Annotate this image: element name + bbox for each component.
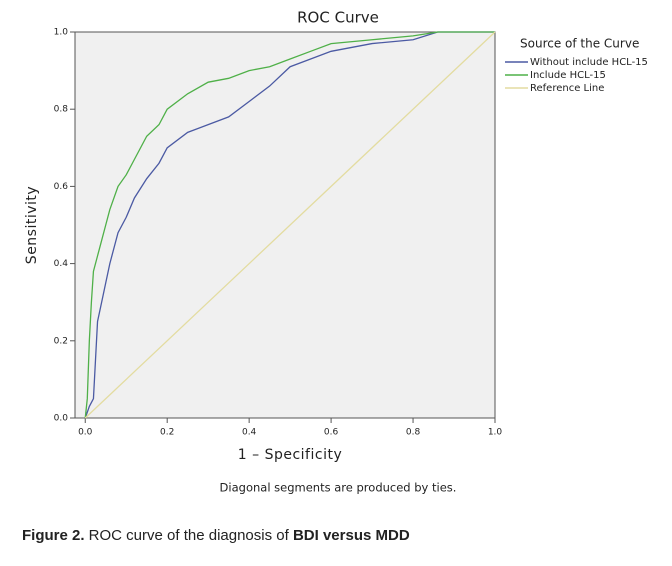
y-tick-label: 0.8 — [54, 105, 69, 115]
chart-title: ROC Curve — [297, 9, 379, 27]
x-tick-label: 0.8 — [406, 428, 421, 438]
legend-label: Include HCL-15 — [530, 70, 606, 81]
plot-area — [74, 31, 496, 419]
y-tick-label: 0.6 — [54, 182, 69, 192]
note: Diagonal segments are produced by ties. — [220, 481, 457, 495]
x-axis-label: 1 – Specificity — [238, 447, 342, 463]
x-tick-label: 1.0 — [488, 428, 503, 438]
legend-label: Without include HCL-15 — [530, 57, 648, 68]
legend-title: Source of the Curve — [520, 37, 639, 51]
legend-label: Reference Line — [530, 83, 604, 94]
caption-label: Figure 2. — [22, 527, 85, 544]
y-tick-label: 0.0 — [54, 414, 69, 424]
roc-line — [84, 31, 495, 419]
roc-line — [84, 31, 496, 419]
y-tick-label: 0.4 — [54, 259, 69, 269]
roc-line — [84, 31, 495, 419]
caption-text: ROC curve of the diagnosis of — [85, 527, 293, 544]
caption-emphasis: BDI versus MDD — [293, 527, 410, 544]
y-tick-label: 0.2 — [54, 336, 68, 346]
caption: Figure 2. ROC curve of the diagnosis of … — [22, 527, 410, 544]
x-tick-label: 0.6 — [324, 428, 339, 438]
x-tick-label: 0.0 — [78, 428, 93, 438]
x-tick-label: 0.4 — [242, 428, 257, 438]
y-tick-label: 1.0 — [54, 28, 69, 38]
y-axis-label: Sensitivity — [24, 186, 40, 264]
x-tick-label: 0.2 — [160, 428, 174, 438]
